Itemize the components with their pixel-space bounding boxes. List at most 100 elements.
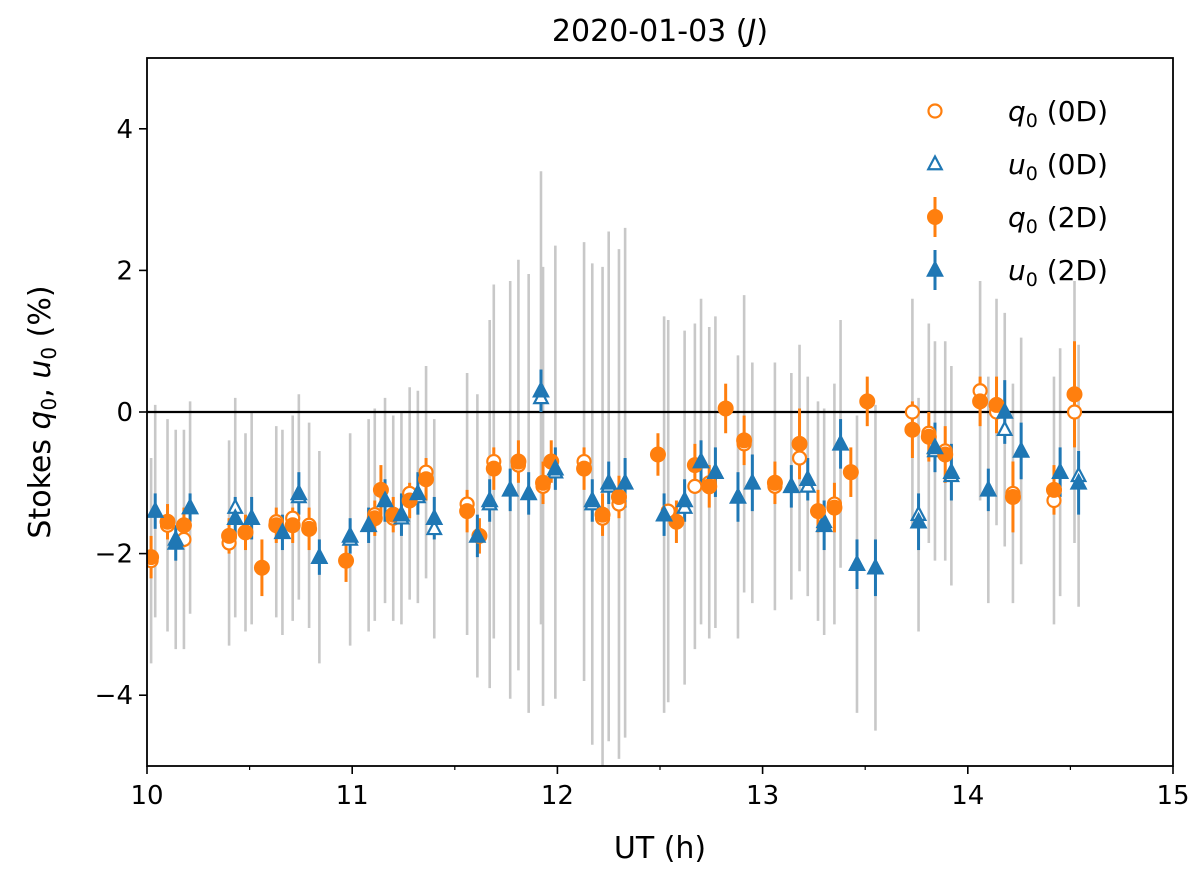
- data-point: [675, 490, 694, 508]
- x-tick-label: 11: [336, 781, 369, 811]
- data-point: [392, 504, 411, 522]
- legend-label: q0 (2D): [1008, 201, 1108, 238]
- data-point: [1004, 488, 1021, 505]
- axis-ticks: 10 11 12 13 14 15 −4 −2 0 2 4: [95, 115, 1190, 811]
- data-point: [736, 432, 753, 449]
- data-point: [831, 433, 850, 451]
- y-tick-label: 0: [116, 398, 133, 428]
- data-point: [576, 460, 593, 477]
- data-point: [253, 559, 270, 576]
- data-point: [338, 552, 355, 569]
- x-tick-label: 10: [130, 781, 163, 811]
- data-point: [904, 404, 920, 420]
- data-point: [166, 532, 185, 550]
- data-point: [706, 462, 725, 479]
- data-point: [181, 497, 200, 515]
- data-point: [842, 464, 859, 481]
- data-point: [242, 508, 261, 525]
- data-point: [926, 437, 944, 455]
- data-point: [866, 557, 885, 575]
- data-point: [1051, 462, 1070, 479]
- data-point: [221, 527, 238, 544]
- data-point: [766, 474, 783, 491]
- y-tick-label: −4: [95, 681, 133, 711]
- data-point: [425, 508, 444, 525]
- data-point: [687, 478, 703, 494]
- data-point: [996, 419, 1014, 437]
- data-point: [649, 446, 666, 463]
- data-point: [904, 421, 921, 438]
- data-point: [284, 517, 301, 534]
- data-point: [425, 518, 443, 536]
- data-point: [909, 511, 928, 529]
- y-tick-label: 4: [116, 115, 133, 145]
- data-point: [159, 513, 176, 530]
- data-point: [535, 474, 552, 491]
- y-tick-label: −2: [95, 540, 133, 570]
- data-point: [594, 506, 611, 523]
- data-point: [147, 501, 165, 518]
- x-axis-label: UT (h): [614, 831, 706, 866]
- data-point: [532, 380, 550, 398]
- data-point: [743, 472, 762, 490]
- data-point: [1069, 472, 1088, 490]
- data-point: [376, 490, 394, 508]
- data-point: [848, 554, 866, 572]
- data-point: [782, 476, 801, 494]
- data-point: [815, 515, 834, 533]
- data-point: [810, 503, 827, 520]
- x-tick-label: 14: [951, 781, 984, 811]
- data-point: [341, 525, 360, 543]
- data-point: [995, 401, 1014, 419]
- plot-area: [147, 171, 1173, 766]
- data-point: [459, 503, 476, 520]
- legend: q0 (0D) u0 (0D) q0 (2D) u0 (2D): [926, 95, 1108, 291]
- data-point: [655, 504, 674, 522]
- data-point: [301, 520, 318, 537]
- data-point: [859, 393, 876, 410]
- data-point: [289, 483, 308, 501]
- data-point: [972, 393, 989, 410]
- data-point: [583, 490, 602, 508]
- data-point: [226, 508, 245, 525]
- legend-marker: [927, 209, 943, 225]
- legend-label: q0 (0D): [1008, 95, 1108, 132]
- data-point: [237, 524, 254, 541]
- data-point: [979, 479, 998, 497]
- data-point: [616, 472, 635, 490]
- data-point: [826, 499, 843, 516]
- data-point: [1012, 440, 1031, 458]
- data-point: [1066, 386, 1083, 403]
- data-point: [798, 469, 817, 487]
- data-point: [717, 400, 734, 417]
- data-point: [359, 515, 378, 533]
- legend-marker: [927, 103, 943, 119]
- data-point: [468, 525, 487, 543]
- data-point: [273, 522, 292, 540]
- y-tick-label: 2: [116, 256, 133, 286]
- data-point: [485, 460, 502, 477]
- data-point: [418, 471, 435, 488]
- data-point: [942, 462, 961, 479]
- markers: [147, 380, 1088, 576]
- data-point: [147, 549, 160, 566]
- data-point: [519, 483, 538, 501]
- legend-label: u0 (0D): [1008, 148, 1108, 185]
- data-point: [310, 547, 329, 564]
- x-tick-label: 13: [746, 781, 779, 811]
- data-point: [546, 458, 565, 476]
- data-point: [510, 453, 527, 470]
- legend-label: u0 (2D): [1008, 254, 1108, 291]
- data-point: [791, 450, 808, 466]
- data-point: [175, 517, 192, 534]
- data-point: [501, 479, 520, 497]
- x-tick-label: 15: [1156, 781, 1189, 811]
- data-point: [610, 488, 627, 505]
- x-tick-label: 12: [541, 781, 574, 811]
- data-point: [701, 478, 718, 495]
- data-point: [692, 451, 710, 469]
- legend-marker: [926, 259, 944, 277]
- data-point: [1066, 404, 1083, 420]
